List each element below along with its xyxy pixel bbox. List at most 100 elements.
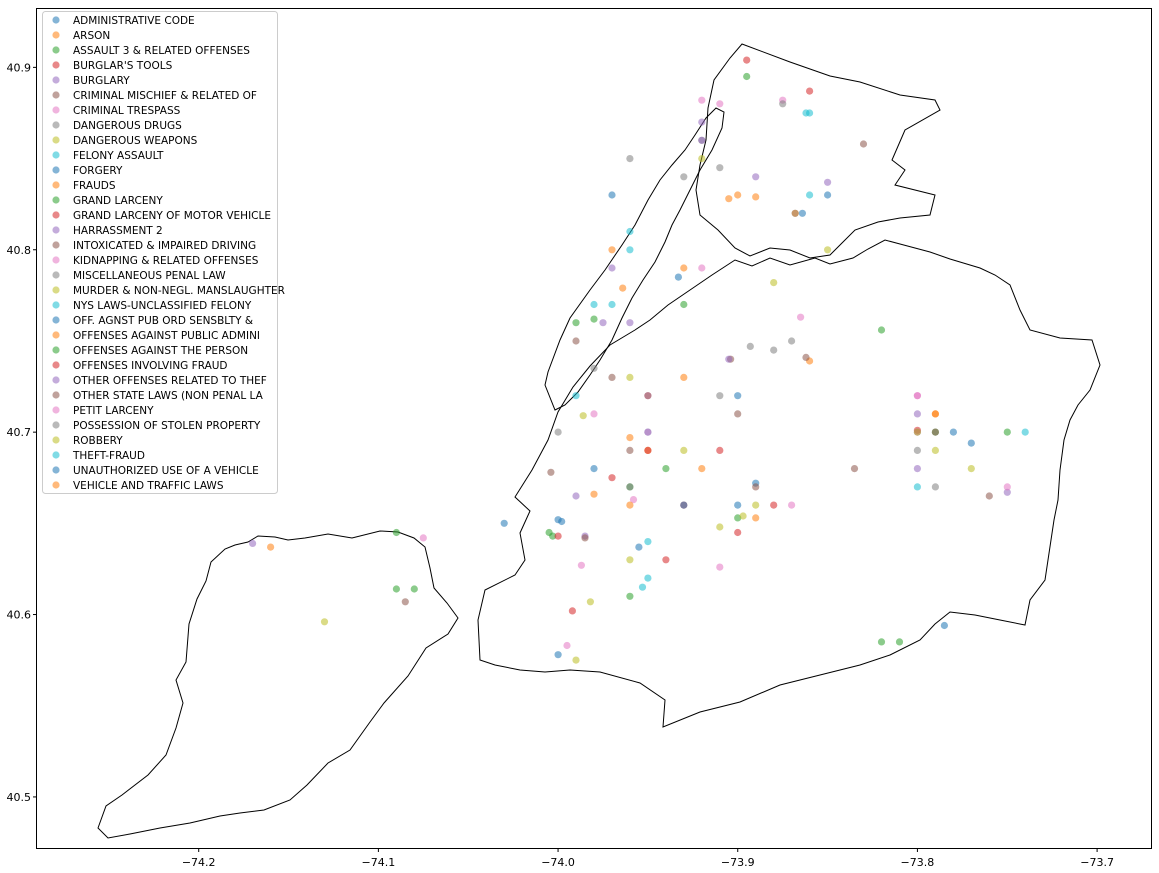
- legend-marker: [52, 196, 60, 204]
- data-point: [877, 638, 886, 646]
- data-point: [940, 621, 949, 630]
- data-point: [554, 516, 562, 524]
- legend-marker: [52, 241, 60, 249]
- data-point: [547, 468, 555, 476]
- legend-marker: [52, 331, 60, 339]
- data-point: [716, 563, 724, 571]
- legend-label: MURDER & NON-NEGL. MANSLAUGHTER: [73, 285, 285, 297]
- data-point: [644, 574, 652, 582]
- data-point: [644, 428, 652, 436]
- data-point: [626, 483, 634, 491]
- legend-label: CRIMINAL MISCHIEF & RELATED OF: [73, 90, 257, 102]
- data-point: [716, 446, 724, 454]
- data-point: [770, 279, 778, 287]
- legend-label: PETIT LARCENY: [73, 405, 154, 417]
- data-point: [581, 534, 589, 542]
- data-point: [608, 246, 616, 254]
- y-tick-label: 40.7: [7, 426, 32, 439]
- legend-label: ASSAULT 3 & RELATED OFFENSES: [73, 45, 250, 57]
- data-point: [734, 514, 742, 522]
- data-point: [913, 465, 922, 473]
- legend-marker: [52, 31, 60, 39]
- data-point: [967, 439, 975, 447]
- data-point: [734, 501, 742, 509]
- legend-marker: [52, 466, 60, 474]
- legend: ADMINISTRATIVE CODE ARSON ASSAULT 3 & RELA…: [42, 11, 285, 494]
- legend-marker: [52, 301, 60, 309]
- data-point: [698, 465, 706, 473]
- data-point: [746, 342, 754, 350]
- data-point: [698, 264, 706, 272]
- legend-label: CRIMINAL TRESPASS: [73, 105, 181, 117]
- data-point: [716, 392, 724, 400]
- data-point: [698, 155, 706, 163]
- legend-items: ADMINISTRATIVE CODE ARSON ASSAULT 3 & RELA…: [52, 15, 285, 492]
- data-point: [734, 392, 742, 400]
- data-point: [629, 496, 638, 504]
- data-point: [626, 592, 634, 600]
- data-point: [626, 155, 634, 163]
- data-point: [590, 490, 598, 498]
- legend-marker: [52, 106, 60, 114]
- data-point: [698, 96, 706, 104]
- y-tick-label: 40.8: [7, 244, 32, 257]
- legend-marker: [52, 61, 60, 69]
- legend-marker: [52, 151, 60, 159]
- legend-marker: [52, 121, 60, 129]
- data-point: [392, 528, 400, 537]
- data-point: [779, 100, 787, 108]
- data-point: [931, 446, 940, 454]
- data-point: [788, 501, 796, 509]
- data-point: [734, 191, 742, 199]
- data-point: [734, 528, 742, 537]
- data-point: [1003, 488, 1011, 496]
- data-point: [662, 556, 670, 564]
- data-point: [626, 319, 634, 327]
- data-point: [554, 428, 562, 436]
- data-point: [572, 656, 580, 664]
- legend-label: UNAUTHORIZED USE OF A VEHICLE: [73, 465, 259, 477]
- data-point: [619, 284, 627, 292]
- plot-area-border: [36, 8, 1152, 849]
- data-point: [579, 412, 587, 420]
- legend-label: ARSON: [73, 30, 110, 42]
- data-point: [743, 56, 751, 64]
- manhattan-outline: [544, 107, 725, 411]
- data-point: [563, 641, 571, 650]
- data-point: [626, 434, 634, 442]
- brooklyn-queens-outline: [477, 239, 1101, 728]
- legend-marker: [52, 436, 60, 444]
- data-point: [267, 543, 275, 551]
- x-tick-label: −74.2: [182, 856, 216, 869]
- legend-label: POSSESSION OF STOLEN PROPERTY: [73, 420, 261, 432]
- data-point: [680, 300, 688, 309]
- data-point: [743, 72, 751, 81]
- legend-marker: [52, 481, 60, 489]
- data-point: [850, 465, 859, 473]
- legend-box: [42, 11, 278, 494]
- x-tick-label: −73.8: [901, 856, 935, 869]
- legend-label: OFFENSES AGAINST PUBLIC ADMINI: [73, 330, 260, 342]
- x-tick-label: −74.0: [541, 856, 575, 869]
- data-point: [752, 173, 760, 181]
- data-point: [949, 428, 958, 436]
- data-point: [608, 191, 616, 199]
- legend-label: GRAND LARCENY OF MOTOR VEHICLE: [73, 210, 271, 222]
- legend-marker: [52, 256, 60, 264]
- data-point: [752, 501, 760, 509]
- data-point: [249, 539, 257, 548]
- data-point: [680, 173, 688, 181]
- data-point: [734, 410, 742, 418]
- data-point: [419, 534, 427, 542]
- legend-label: FELONY ASSAULT: [73, 150, 164, 162]
- data-point: [644, 538, 652, 546]
- data-point: [824, 178, 832, 186]
- data-point: [608, 264, 616, 272]
- legend-label: MISCELLANEOUS PENAL LAW: [73, 270, 226, 282]
- data-point: [698, 118, 706, 126]
- data-point: [568, 607, 577, 615]
- data-point: [1003, 483, 1011, 491]
- legend-marker: [52, 271, 60, 279]
- data-point: [788, 337, 796, 345]
